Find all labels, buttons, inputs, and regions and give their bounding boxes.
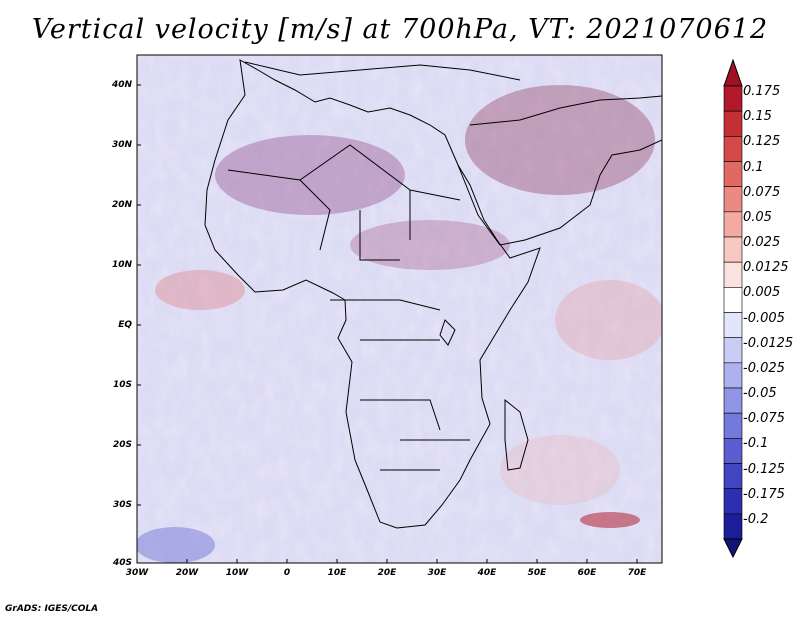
colorbar-cell (723, 287, 743, 313)
colorbar-cell (723, 236, 743, 263)
y-axis-label: 10S (112, 380, 132, 390)
colorbar-label: 0.005 (743, 285, 781, 301)
colorbar-cell (723, 463, 743, 489)
colorbar-cell (723, 387, 743, 414)
colorbar-cell (723, 312, 743, 338)
coastlines (204, 59, 662, 529)
colorbar-label: 0.025 (743, 235, 781, 250)
colorbar-cell (723, 136, 743, 162)
colorbar-label: 0.075 (743, 184, 781, 200)
colorbar-label: -0.05 (743, 386, 777, 401)
colorbar-cell (723, 186, 743, 213)
colorbar-cell (723, 488, 743, 515)
y-axis-label: 40S (112, 558, 132, 568)
colorbar-label: -0.0125 (743, 335, 794, 351)
colorbar-cell (723, 85, 743, 112)
y-axis-label: 30N (111, 140, 132, 150)
colorbar-label: -0.075 (743, 411, 785, 427)
y-axis-label: 40N (111, 80, 132, 90)
colorbar-label: -0.175 (743, 486, 785, 502)
plot-frame (136, 54, 663, 564)
colorbar-label: 0.1 (743, 159, 764, 175)
x-axis-label: 10W (225, 568, 249, 578)
colorbar-cell (723, 337, 743, 364)
y-axis-label: 20S (112, 440, 132, 450)
colorbar-label: 0.05 (743, 209, 772, 225)
colorbar-cell (723, 513, 743, 540)
colorbar-cell (723, 438, 743, 464)
y-axis-label: 30S (112, 500, 132, 510)
colorbar-label: 0.125 (743, 134, 781, 150)
y-axis-label: 20N (111, 200, 132, 210)
y-axis-label: EQ (118, 320, 132, 330)
colorbar-bottom-arrow (723, 538, 743, 559)
x-axis-label: 30E (427, 568, 447, 578)
x-axis-label: 20W (175, 568, 199, 578)
colorbar-cell (723, 412, 743, 439)
x-axis-label: 30W (125, 568, 149, 578)
colorbar-label: -0.025 (743, 360, 785, 376)
y-axis-label: 10N (111, 260, 132, 270)
x-axis-label: 10E (327, 568, 347, 578)
colorbar-cell (723, 211, 743, 238)
x-axis-label: 50E (527, 568, 547, 578)
x-axis-label: 20E (377, 568, 397, 578)
colorbar-cell (723, 161, 743, 187)
x-axis-label: 60E (577, 568, 597, 578)
colorbar-cell (723, 110, 743, 137)
colorbar-label: 0.15 (743, 109, 772, 125)
colorbar-cell (723, 261, 743, 288)
footer-credit: GrADS: IGES/COLA (5, 604, 99, 614)
colorbar-label: 0.0125 (743, 260, 789, 276)
colorbar (723, 58, 743, 559)
velocity-field (137, 55, 662, 563)
colorbar-cell (723, 362, 743, 389)
colorbar-label: -0.005 (743, 310, 785, 326)
colorbar-top-arrow (723, 58, 743, 87)
colorbar-label: 0.175 (743, 84, 781, 99)
axis-ticks (137, 84, 638, 563)
colorbar-label: -0.1 (743, 436, 769, 452)
chart-title: Vertical velocity [m/s] at 700hPa, VT: 2… (31, 14, 769, 45)
x-axis-label: 40E (477, 568, 497, 578)
x-axis-label: 0 (283, 568, 291, 578)
colorbar-label: -0.125 (743, 461, 785, 477)
colorbar-label: -0.2 (743, 511, 769, 527)
x-axis-label: 70E (627, 568, 647, 578)
